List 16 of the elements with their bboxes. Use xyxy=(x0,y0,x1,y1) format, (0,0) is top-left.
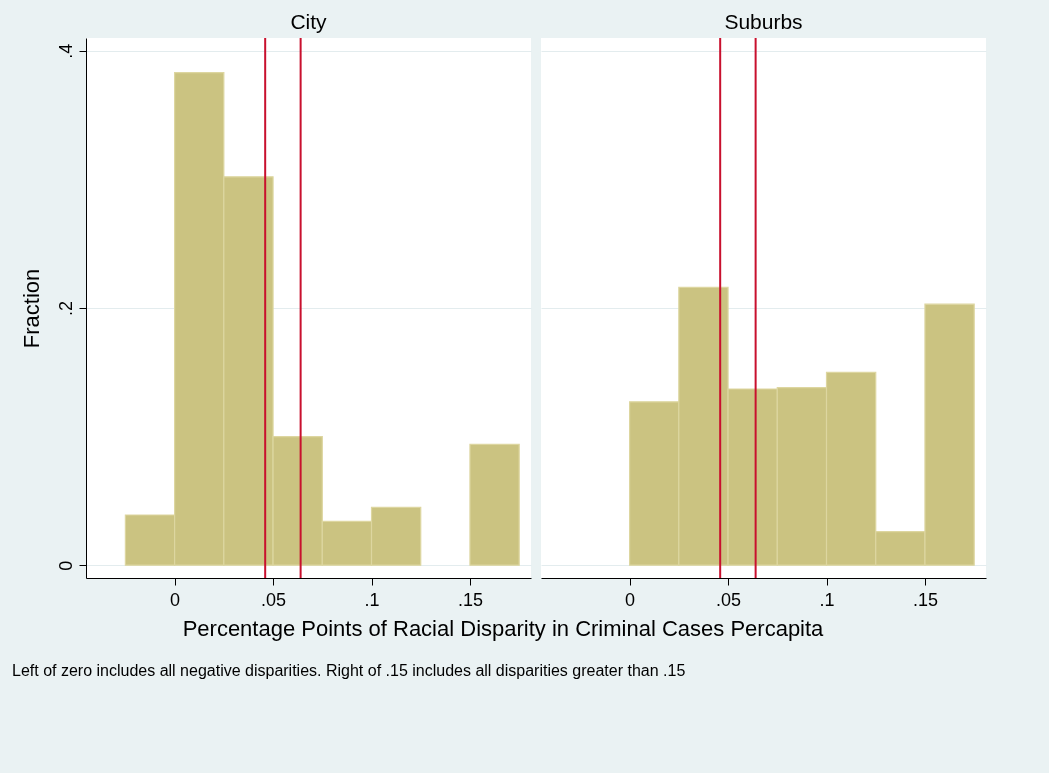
chart-title: City xyxy=(290,10,328,33)
y-tick-label: .4 xyxy=(55,43,76,59)
y-tick-label: 0 xyxy=(55,560,76,571)
x-tick-label: .1 xyxy=(819,589,835,610)
x-tick-label: .15 xyxy=(912,589,938,610)
x-tick-label: 0 xyxy=(170,589,181,610)
x-tick-label: 0 xyxy=(625,589,636,610)
y-tick-label: .2 xyxy=(55,300,76,317)
x-tick-label: .15 xyxy=(457,589,483,610)
text: Left of zero includes all negative disparities. Right of .15 includes all disparities greater than .15 xyxy=(12,662,687,680)
x-tick-label: .05 xyxy=(261,589,287,610)
chart-title: Suburbs xyxy=(724,10,803,33)
x-tick-label: .1 xyxy=(364,589,380,610)
x-axis-title: Percentage Points of Racial Disparity in Criminal Cases Percapita xyxy=(182,616,825,641)
y-axis-title: Fraction xyxy=(18,268,44,349)
x-tick-label: .05 xyxy=(716,589,742,610)
